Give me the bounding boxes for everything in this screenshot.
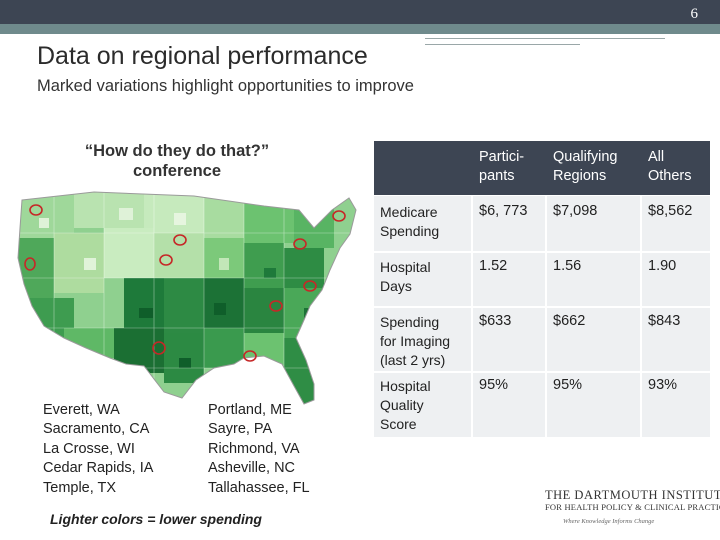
page-number: 6 [690, 6, 699, 22]
legend-note: Lighter colors = lower spending [50, 511, 262, 527]
row-label-hospital-quality: Hospital Quality Score [380, 378, 431, 432]
decorative-rule [425, 38, 665, 39]
table-cell: $6, 773 [479, 203, 528, 219]
comparison-table: Partici-pants Qualifying Regions All Other… [374, 141, 710, 437]
row-label-imaging-spending: Spending for Imaging (last 2 yrs) [380, 314, 451, 368]
city-item: Portland, ME [208, 402, 292, 418]
conference-subtitle: conference [132, 162, 222, 180]
city-item: La Crosse, WI [43, 440, 135, 457]
top-bar [0, 0, 720, 24]
city-item: Asheville, NC [208, 460, 296, 477]
conference-title: “How do they do that?” [84, 142, 270, 160]
dartmouth-institute-logo: THE DARTMOUTH INSTITUTE FOR HEALTH POLIC… [545, 488, 720, 525]
table-cell: 1.90 [648, 258, 677, 274]
header-participants: Partici-pants [479, 149, 525, 184]
us-map-icon [17, 191, 357, 405]
table-cell: 1.52 [479, 258, 508, 274]
header-all-others: All Others [648, 149, 692, 184]
city-item: Sacramento, CA [43, 421, 150, 438]
table-cell: 95% [553, 377, 583, 393]
city-item: Temple, TX [43, 479, 117, 496]
table-header-row: Partici-pants Qualifying Regions All Other… [374, 141, 710, 195]
table-body: Medicare Spending $6, 773 $7,098 $8,562 H… [374, 196, 710, 437]
table-cell: 1.56 [553, 258, 582, 274]
participant-cities-right: Portland, ME Sayre, PA Richmond, VA Ashe… [208, 401, 310, 498]
header-qualifying-regions: Qualifying Regions [553, 149, 618, 184]
decorative-rule [425, 44, 580, 45]
page-subtitle: Marked variations highlight opportunitie… [37, 77, 414, 95]
accent-bar [0, 24, 720, 34]
row-label-hospital-days: Hospital Days [380, 259, 431, 294]
city-item: Sayre, PA [208, 421, 273, 438]
table-cell: $7,098 [553, 203, 598, 219]
table-cell: 95% [479, 377, 509, 393]
table-cell: $843 [648, 313, 681, 329]
city-item: Cedar Rapids, IA [43, 460, 154, 477]
table-cell: $662 [553, 313, 586, 329]
city-item: Everett, WA [43, 402, 120, 418]
city-item: Tallahassee, FL [208, 479, 310, 496]
row-label-medicare-spending: Medicare Spending [380, 204, 440, 239]
participant-cities-left: Everett, WA Sacramento, CA La Crosse, WI… [43, 401, 153, 498]
table-cell: $8,562 [648, 203, 693, 219]
page-title: Data on regional performance [37, 42, 368, 70]
table-cell: $633 [479, 313, 512, 329]
table-cell: 93% [648, 377, 678, 393]
city-item: Richmond, VA [208, 440, 300, 457]
